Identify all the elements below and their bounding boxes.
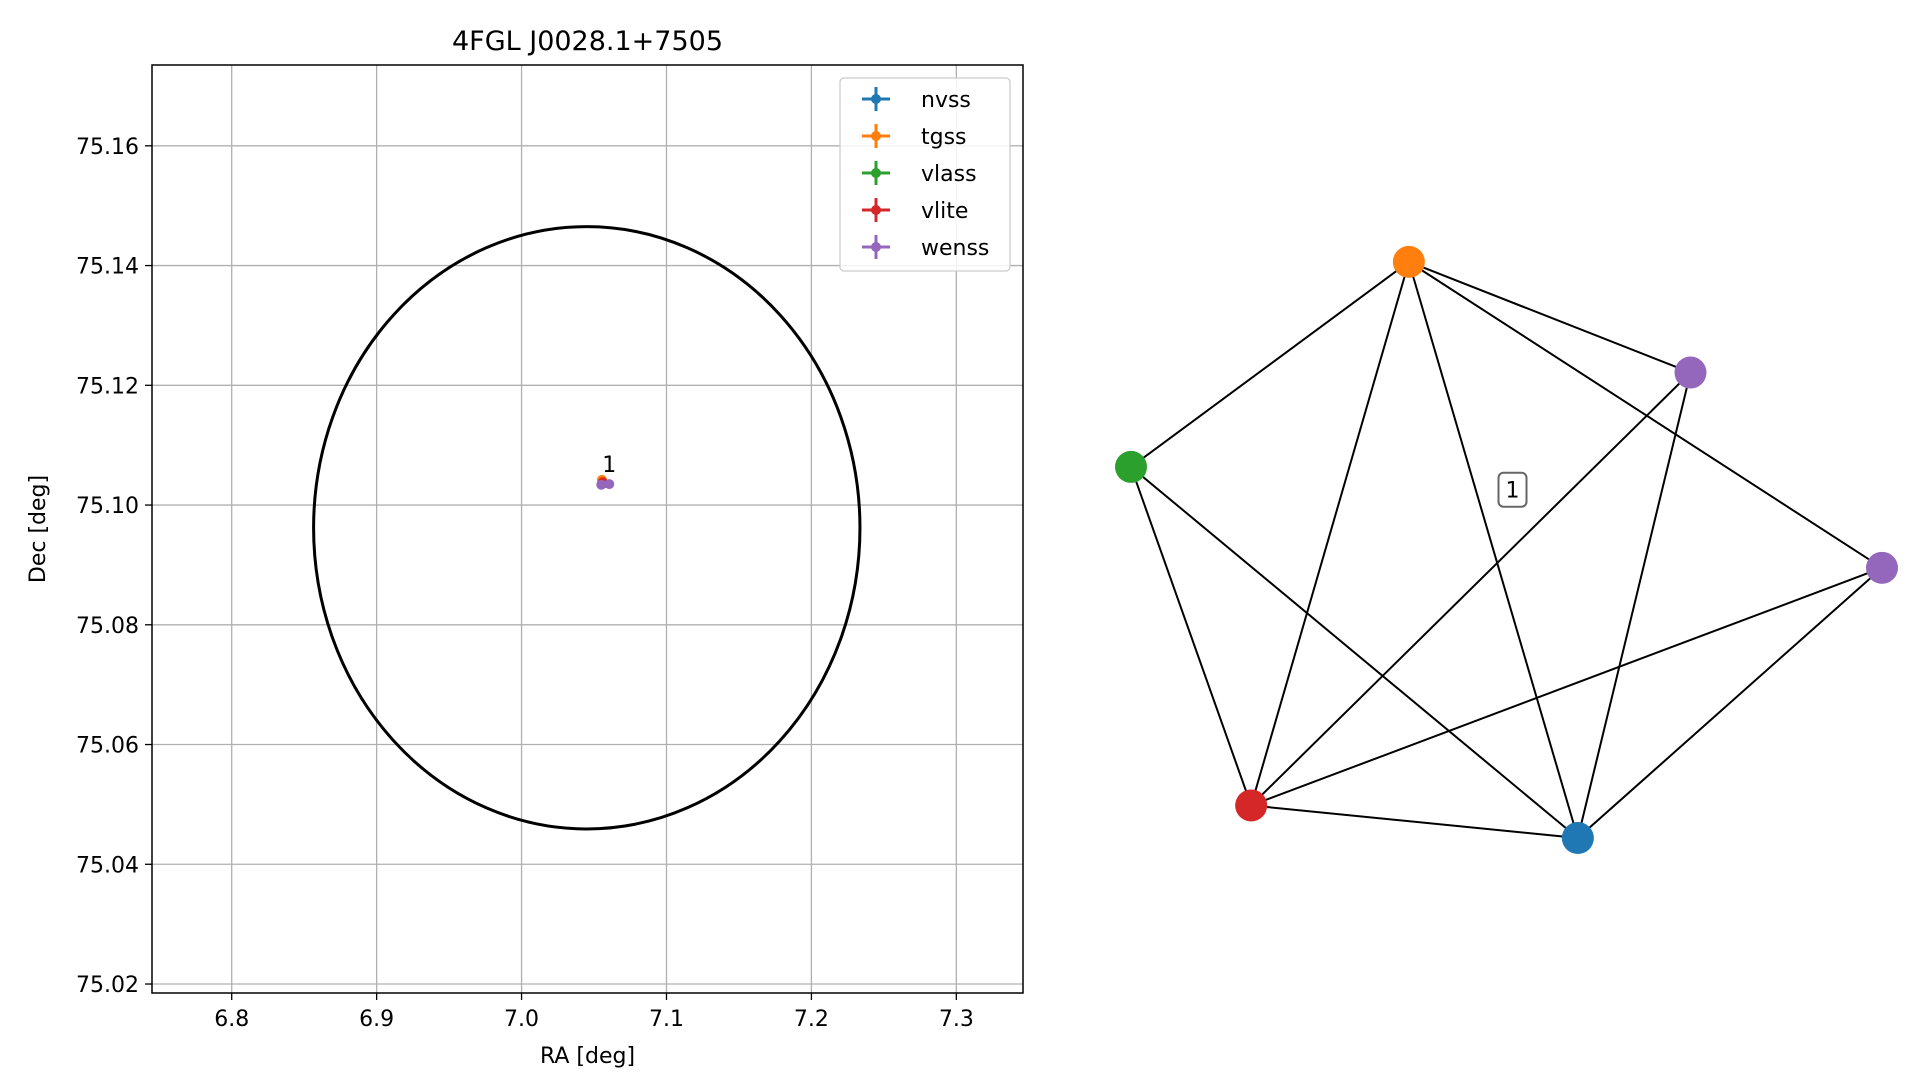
y-tick-label: 75.02	[76, 973, 139, 998]
point-annotation: 1	[602, 453, 616, 478]
legend-label-tgss: tgss	[921, 125, 967, 150]
network-edges	[1130, 260, 1883, 839]
network-node-green	[1115, 450, 1147, 483]
legend-label-vlite: vlite	[921, 199, 968, 224]
x-tick-label: 6.9	[359, 1007, 394, 1032]
legend-marker-wenss	[871, 242, 881, 252]
x-axis-label: RA [deg]	[540, 1044, 635, 1069]
network-node-orange	[1392, 245, 1425, 278]
x-ticks: 6.8 6.9 7.0 7.1 7.2 7.3	[214, 993, 974, 1032]
axes-frame	[151, 64, 1024, 994]
chart-title: 4FGL J0028.1+7505	[452, 26, 723, 57]
network-edge	[1250, 566, 1883, 807]
legend-label-wenss: wenss	[921, 236, 989, 261]
ellipse-layer	[312, 225, 862, 831]
y-ticks: 75.02 75.04 75.06 75.08 75.10 75.12 75.14 75.16	[76, 135, 152, 998]
network-edge	[1130, 466, 1253, 806]
network-edge	[1251, 804, 1578, 839]
legend-box	[839, 77, 1011, 272]
network-edge	[1130, 261, 1410, 468]
legend-marker-vlass	[871, 168, 881, 178]
scatter-panel: 1 6.8 6.9 7.0 7.1 7.2 7.3 75.0275.0475.0675.0…	[26, 26, 1024, 1069]
y-tick-label: 75.08	[76, 614, 139, 639]
legend-marker-vlite	[871, 205, 881, 215]
y-tick-label: 75.06	[76, 734, 139, 759]
network-panel: 1	[1115, 245, 1898, 854]
legend-label-nvss: nvss	[921, 88, 971, 113]
y-tick-label: 75.12	[76, 374, 139, 399]
legend: nvss tgss vlass vlite wenss	[839, 77, 1011, 272]
point-wenss	[596, 479, 607, 490]
legend-marker-nvss	[871, 94, 881, 104]
x-tick-label: 7.3	[939, 1007, 974, 1032]
x-tick-label: 7.0	[504, 1007, 539, 1032]
network-edge	[1130, 466, 1579, 839]
y-tick-label: 75.16	[76, 135, 139, 160]
network-edge	[1250, 261, 1410, 806]
y-axis-label: Dec [deg]	[26, 475, 51, 583]
network-label-box	[1497, 471, 1528, 508]
y-tick-label: 75.14	[76, 255, 139, 280]
network-node-blue	[1561, 822, 1594, 854]
network-edge	[1408, 260, 1691, 374]
network-nodes	[1115, 245, 1898, 854]
network-edge	[1250, 371, 1692, 807]
network-node-purple2	[1866, 551, 1898, 584]
point-wenss	[604, 479, 615, 490]
network-label: 1	[1506, 479, 1520, 504]
legend-label-vlass: vlass	[921, 162, 977, 187]
legend-marker-tgss	[871, 131, 881, 141]
points-layer	[596, 474, 615, 490]
x-tick-label: 6.8	[214, 1007, 249, 1032]
error-ellipse	[312, 225, 862, 831]
network-node-red	[1235, 789, 1268, 822]
network-edge	[1577, 567, 1883, 839]
network-edge	[1408, 261, 1883, 569]
grid-layer	[152, 65, 1023, 993]
y-tick-label: 75.04	[76, 853, 139, 878]
y-tick-label: 75.10	[76, 494, 139, 519]
network-node-purple1	[1674, 356, 1707, 389]
x-tick-label: 7.2	[794, 1007, 829, 1032]
network-edge	[1407, 261, 1579, 839]
network-labels: 1	[1497, 471, 1528, 508]
x-tick-label: 7.1	[649, 1007, 684, 1032]
network-edge	[1576, 372, 1692, 839]
